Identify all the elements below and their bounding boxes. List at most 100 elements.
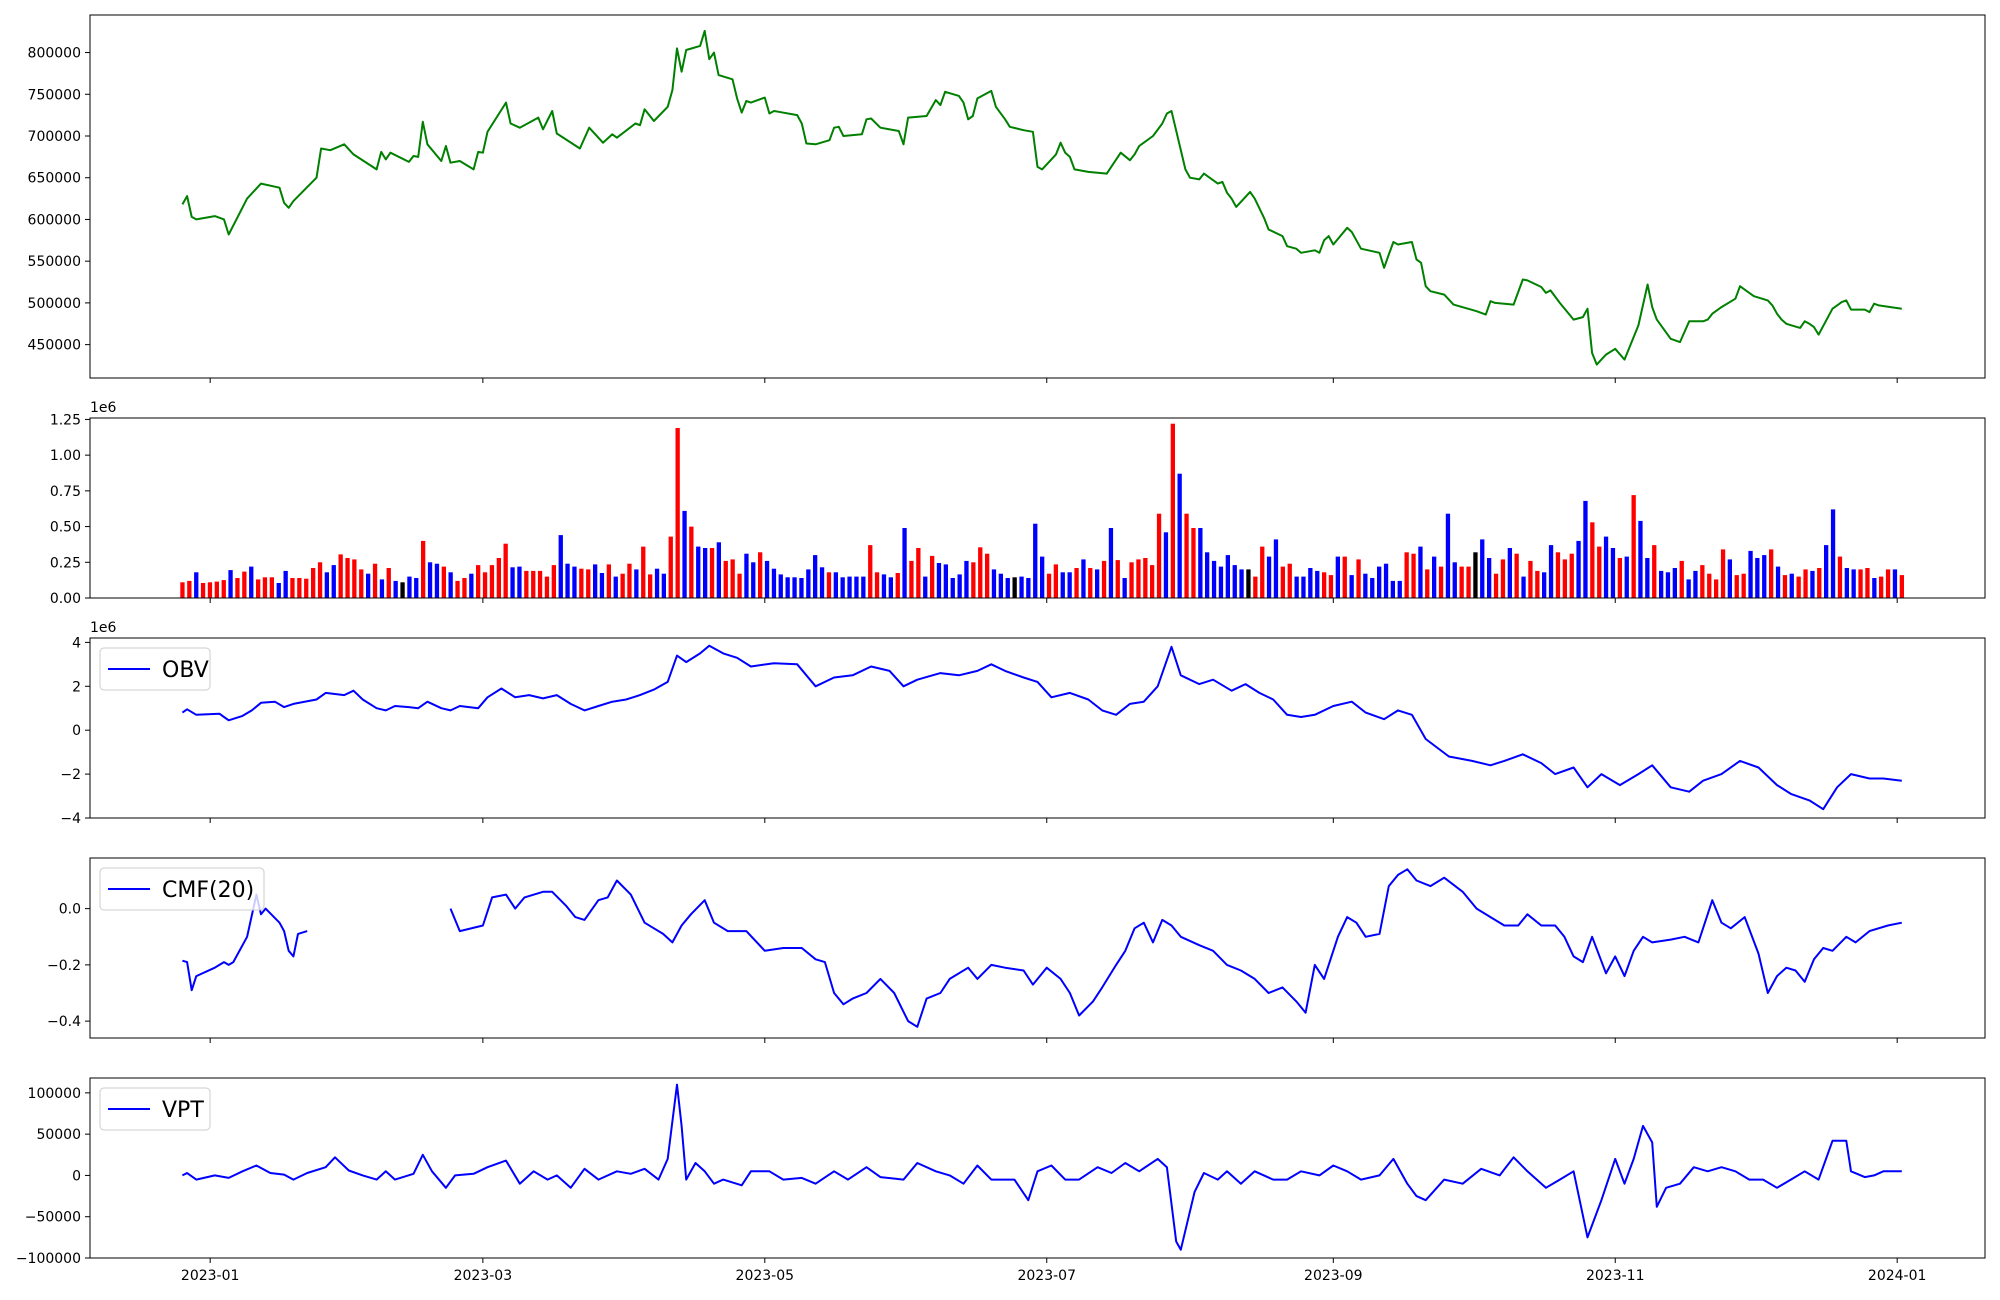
volume-bar xyxy=(1081,559,1086,598)
volume-bar xyxy=(1377,566,1382,598)
volume-bar xyxy=(737,573,742,598)
volume-bar xyxy=(455,580,460,598)
volume-bar xyxy=(297,578,302,598)
volume-bar xyxy=(1885,569,1891,598)
volume-bar xyxy=(1418,546,1423,598)
volume-bar xyxy=(242,571,247,598)
volume-bar xyxy=(317,562,323,598)
obv-panel: −4 −2 0 2 4 1e6 OBV xyxy=(60,620,1986,827)
volume-bar xyxy=(1638,520,1643,598)
volume-bar xyxy=(599,573,605,598)
volume-bar xyxy=(792,577,797,598)
volume-bar xyxy=(1383,563,1389,598)
volume-bar xyxy=(703,548,708,598)
volume-bar xyxy=(1837,556,1843,598)
volume-bar xyxy=(1143,558,1148,598)
volume-bar xyxy=(1590,522,1595,598)
volume-bar xyxy=(1404,552,1409,598)
volume-bar xyxy=(902,528,907,598)
volume-bar xyxy=(723,560,728,598)
volume-bar xyxy=(1225,555,1230,598)
volume-bar xyxy=(469,573,474,598)
volume-bar xyxy=(1191,528,1196,598)
volume-bar xyxy=(1040,556,1045,598)
volume-bar xyxy=(613,576,618,598)
volume-bar xyxy=(1555,552,1561,598)
volume-bar xyxy=(537,570,543,598)
volume-bar xyxy=(634,569,639,598)
volume-bar xyxy=(1624,556,1629,598)
volume-bar xyxy=(1177,473,1182,598)
y-tick-label: 1.25 xyxy=(50,412,81,428)
y-tick-label: 2 xyxy=(72,679,81,695)
volume-bar xyxy=(620,573,625,598)
legend-label: OBV xyxy=(162,658,209,683)
volume-bar xyxy=(1576,540,1581,598)
y-tick-label: 0.25 xyxy=(50,555,81,571)
axis-offset-label: 1e6 xyxy=(90,400,117,416)
volume-bar xyxy=(881,574,887,598)
y-tick-label: 100000 xyxy=(28,1086,81,1102)
volume-bar xyxy=(235,578,240,598)
volume-bar xyxy=(950,578,955,598)
y-tick-label: 500000 xyxy=(28,296,81,312)
volume-bar xyxy=(1088,568,1093,598)
volume-bar xyxy=(1136,559,1141,598)
volume-bar xyxy=(352,559,357,598)
volume-bar xyxy=(751,562,756,598)
volume-bar xyxy=(1170,423,1175,598)
volume-bar xyxy=(778,574,783,598)
volume-bar xyxy=(854,576,859,598)
volume-bar xyxy=(806,569,811,598)
volume-bar xyxy=(359,569,364,598)
y-tick-label: 800000 xyxy=(28,46,81,62)
volume-bar xyxy=(709,548,715,598)
volume-bar xyxy=(496,558,501,598)
y-tick-label: 600000 xyxy=(28,212,81,228)
volume-bar xyxy=(441,566,446,598)
volume-bar xyxy=(1425,569,1430,598)
axes-frame xyxy=(89,417,1986,599)
volume-bar xyxy=(448,572,453,598)
x-tick-label: 2023-09 xyxy=(1304,1268,1363,1284)
volume-bar xyxy=(682,510,687,598)
volume-bar xyxy=(971,562,976,598)
volume-bar xyxy=(1583,500,1588,598)
volume-bar xyxy=(1122,578,1127,598)
legend-box xyxy=(99,867,265,911)
volume-bar xyxy=(874,572,880,598)
volume-bar xyxy=(758,552,763,598)
volume-bar xyxy=(1452,562,1457,598)
axes-frame xyxy=(89,1077,1986,1259)
volume-panel: 0.00 0.25 0.50 0.75 1.00 1.25 1e6 xyxy=(50,400,1986,607)
volume-bar xyxy=(813,555,818,598)
vpt-line xyxy=(181,1083,1902,1251)
y-tick-label: 50000 xyxy=(36,1127,81,1143)
volume-bar xyxy=(1273,539,1279,598)
volume-bar xyxy=(1769,549,1774,598)
volume-bar xyxy=(1163,532,1169,598)
cmf-panel: −0.4 −0.2 0.0 CMF(20) xyxy=(47,857,1986,1043)
volume-bar xyxy=(1342,556,1347,598)
volume-bar xyxy=(276,583,281,598)
volume-bar xyxy=(1308,568,1313,598)
volume-bar xyxy=(558,535,563,598)
volume-bar xyxy=(916,548,921,598)
volume-bar xyxy=(1755,558,1760,598)
volume-bar xyxy=(648,574,653,598)
volume-bar xyxy=(1335,556,1340,598)
volume-bar xyxy=(1693,570,1698,598)
volume-bar xyxy=(503,543,508,598)
volume-bar xyxy=(1356,559,1361,598)
volume-bar xyxy=(1872,578,1877,598)
volume-bar xyxy=(627,563,632,598)
volume-bar xyxy=(207,582,213,598)
volume-bar xyxy=(1328,575,1334,598)
volume-bar xyxy=(1851,569,1856,598)
volume-bar xyxy=(764,560,770,598)
volume-bar xyxy=(1315,570,1320,598)
volume-bar xyxy=(1652,545,1657,598)
volume-bar xyxy=(964,560,969,598)
volume-bar xyxy=(1253,576,1258,598)
volume-bar xyxy=(1459,566,1464,598)
